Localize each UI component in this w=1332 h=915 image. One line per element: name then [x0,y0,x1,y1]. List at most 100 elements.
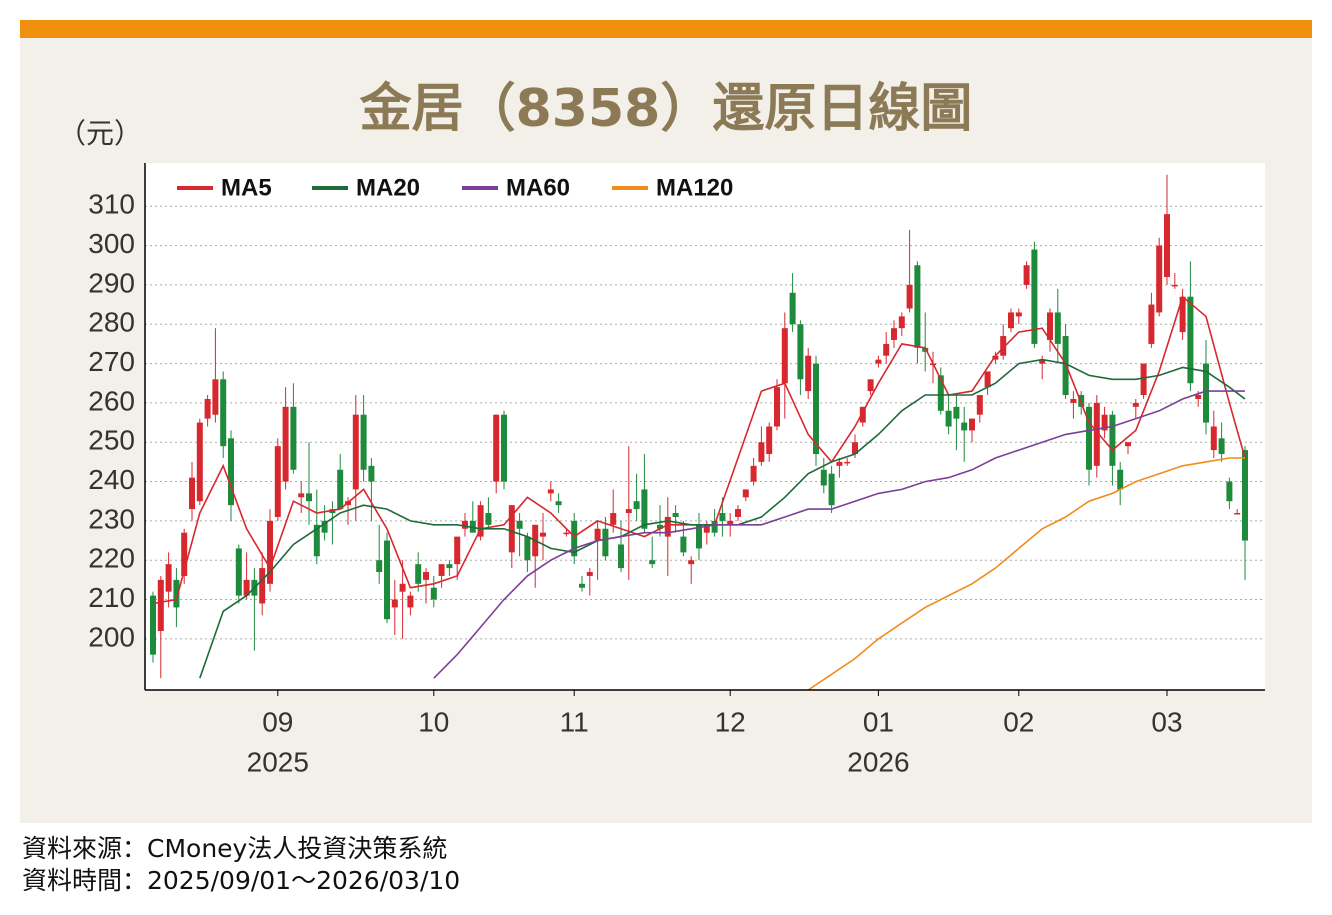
candle-body [150,595,156,655]
y-tick-label: 200 [88,621,135,652]
candle-body [1047,312,1053,340]
candle-body [649,560,656,565]
x-tick-label: 09 [262,706,293,737]
legend-label: MA60 [506,174,570,201]
candle-body [220,379,227,447]
candle-body [774,387,780,427]
candle-body [758,442,765,462]
candle-body [1093,402,1100,466]
plot-layer: 200 210 220 230 240 250 260 270 280 290 300 310 09 10… [88,163,1265,777]
candle-body [430,587,437,600]
candle-body [173,579,180,608]
candle-body [672,513,679,517]
candle-body [547,489,554,494]
candle-body [1234,513,1241,515]
candle-body [797,324,804,380]
year-label: 2026 [847,746,909,777]
candle-body [1226,481,1233,502]
candle-body [586,572,593,576]
candle-body [680,536,687,553]
candle-body [781,328,788,384]
year-label: 2025 [247,746,309,777]
candle-body [805,355,812,392]
candle-body [399,583,406,592]
candle-body [766,426,773,455]
candle-body [282,406,289,482]
candle-body [976,395,983,415]
x-tick-label: 10 [418,706,449,737]
candle-body [485,513,492,525]
candle-body [867,379,874,392]
candle-body [1140,363,1147,396]
top-bar [20,20,1312,38]
candle-body [228,438,234,506]
candle-body [1164,214,1170,278]
ma-line [807,457,1245,691]
candle-body [376,560,383,573]
candle-body [407,595,414,608]
candle-body [813,363,819,455]
candle-body [462,520,468,529]
candle-body [524,536,531,561]
candle-body [735,509,741,517]
legend-label: MA20 [356,174,420,201]
y-tick-label: 290 [88,267,135,298]
candle-body [1117,469,1124,490]
candle-body [852,442,858,455]
candle-body [969,418,975,431]
candle-body [696,524,702,549]
candle-body [516,520,523,529]
candle-body [750,465,757,482]
candle-body [501,414,507,482]
candle-body [703,524,710,533]
y-tick-label: 310 [88,189,135,220]
candle-body [1242,450,1248,541]
y-unit: （元） [58,117,142,150]
candle-body [625,509,632,514]
candle-body [844,461,851,464]
candle-body [555,501,562,506]
candle-body [321,520,328,533]
candle-body [391,599,398,608]
candle-body [165,564,172,592]
chart-title: 金居（8358）還原日線圖 [359,79,973,139]
candle-body [945,410,952,427]
candle-body [953,406,960,419]
y-tick-label: 270 [88,346,135,377]
y-tick-label: 240 [88,464,135,495]
candle-body [1039,359,1046,364]
candle-body [618,544,624,569]
candle-body [1171,284,1178,287]
candle-body [274,446,281,517]
candle-body [259,568,266,604]
candle-body [1179,296,1186,333]
candle-body [1187,296,1194,384]
period-note: 資料時間：2025/09/01～2026/03/10 [22,866,460,895]
candle-body [828,473,835,506]
candle-body [594,528,601,541]
candle-body [352,414,359,490]
candle-body [1203,363,1209,423]
candle-body [664,516,671,537]
candle-body [1000,336,1007,356]
candle-body [1101,414,1108,431]
plot-area [145,163,1265,690]
candle-body [1086,406,1092,470]
candle-body [1070,398,1077,403]
candle-body [415,564,422,584]
candle-body [360,414,367,470]
candle-body [836,461,843,466]
candle-body [906,284,913,309]
x-tick-label: 01 [863,706,894,737]
candle-body [571,520,578,557]
candle-body [446,564,453,569]
candle-body [508,505,515,553]
candle-body [477,505,484,537]
y-tick-label: 220 [88,543,135,574]
candle-body [1156,245,1163,313]
candle-body [633,501,640,510]
candle-body [1125,442,1131,447]
candle-body [1023,265,1030,285]
